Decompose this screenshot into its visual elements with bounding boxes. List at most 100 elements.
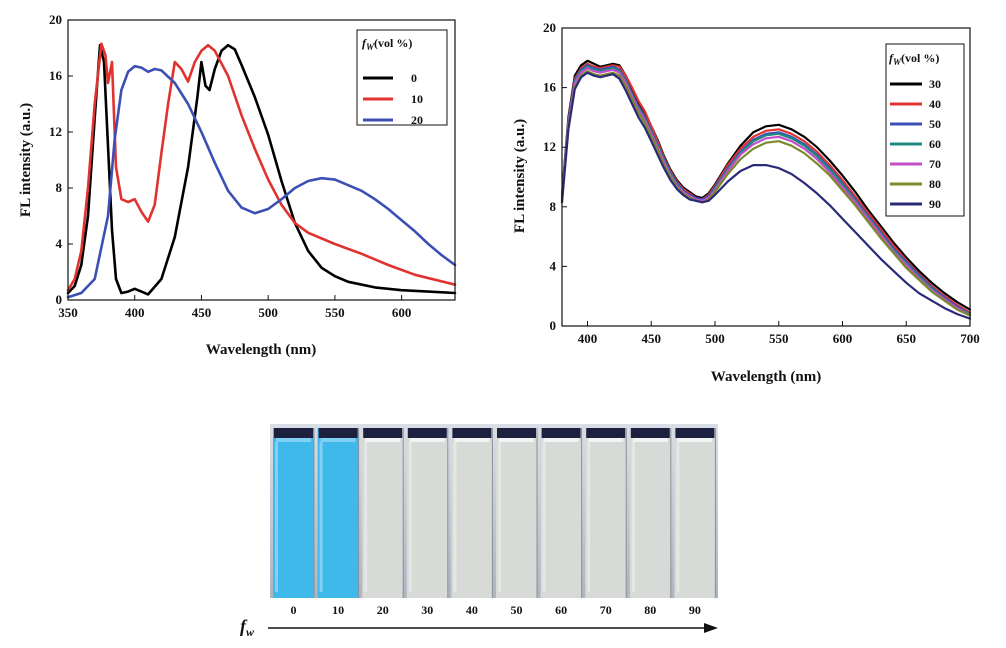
chart-2-frame bbox=[561, 27, 971, 327]
cuvette-meniscus bbox=[409, 438, 445, 442]
chart-1-xtick-label: 500 bbox=[258, 305, 278, 320]
cuvette-meniscus bbox=[320, 438, 356, 442]
chart-2-xtick-label: 550 bbox=[769, 331, 789, 346]
chart-1-xtick-label: 550 bbox=[325, 305, 345, 320]
cuvette-highlight bbox=[542, 442, 546, 592]
chart-1-ytick-label: 8 bbox=[56, 180, 63, 195]
cuvette-cap bbox=[586, 428, 626, 438]
sample-label-60: 60 bbox=[555, 603, 567, 617]
cuvette-cap bbox=[318, 428, 358, 438]
fw-axis-label: fw bbox=[240, 616, 255, 639]
cuvette-body bbox=[451, 428, 493, 598]
chart-1-legend-label-0: 0 bbox=[411, 71, 417, 85]
fw-arrow-head bbox=[704, 623, 718, 633]
chart-2-xtick-label: 400 bbox=[578, 331, 598, 346]
chart-2-xtick-label: 650 bbox=[897, 331, 917, 346]
cuvette-cap bbox=[675, 428, 715, 438]
cuvette-meniscus bbox=[677, 438, 713, 442]
chart-2-ytick-label: 4 bbox=[550, 258, 557, 273]
cuvette-highlight bbox=[319, 442, 323, 592]
chart-2-ytick-label: 8 bbox=[550, 199, 557, 214]
cuvette-cap bbox=[452, 428, 492, 438]
cuvette-highlight bbox=[275, 442, 278, 592]
chart-2-legend-label-80: 80 bbox=[929, 177, 941, 191]
cuvette-body bbox=[540, 428, 582, 598]
chart-2-legend-label-30: 30 bbox=[929, 77, 941, 91]
chart-1-xtick-label: 400 bbox=[125, 305, 145, 320]
chart-2-xtick-label: 500 bbox=[705, 331, 725, 346]
chart-1-legend: fW(vol %) 0 10 20 bbox=[356, 29, 448, 127]
cuvette-highlight bbox=[631, 442, 635, 592]
chart-2: 400 450 500 550 600 650 700 0 4 8 12 16 20 Wavelengt… bbox=[512, 20, 980, 385]
chart-1-ytick-label: 12 bbox=[49, 124, 62, 139]
fw-axis-label-sub: w bbox=[246, 625, 255, 639]
cuvette-cap bbox=[497, 428, 536, 438]
cuvette-body bbox=[406, 428, 448, 598]
chart-1-xtick-label: 600 bbox=[392, 305, 412, 320]
cuvette-body bbox=[496, 428, 537, 598]
cuvette-90 bbox=[674, 428, 716, 598]
chart-1-ticks: 350 400 450 500 550 600 0 4 8 12 16 20 bbox=[49, 12, 411, 320]
cuvette-10 bbox=[317, 428, 360, 598]
cuvette-highlight bbox=[676, 442, 680, 592]
chart-2-ticks: 400 450 500 550 600 650 700 0 4 8 12 16 20 bbox=[543, 20, 980, 346]
cuvette-photo: 0 10 20 30 40 50 60 70 80 90 fw bbox=[240, 424, 718, 639]
chart-2-xtick-label: 450 bbox=[642, 331, 662, 346]
chart-1-ylabel: FL intensity (a.u.) bbox=[18, 103, 34, 217]
cuvette-80 bbox=[629, 428, 672, 598]
chart-2-series-line-70 bbox=[560, 67, 972, 317]
chart-1-series bbox=[66, 42, 457, 299]
chart-1-legend-title-sub: W bbox=[366, 42, 375, 52]
cuvette-50 bbox=[496, 428, 538, 598]
chart-2-ytick-label: 0 bbox=[550, 318, 557, 333]
chart-2-legend-title: fW(vol %) bbox=[889, 51, 939, 67]
cuvette-highlight bbox=[364, 442, 368, 592]
chart-1-legend-title-f: f bbox=[362, 36, 367, 50]
chart-2-ytick-label: 12 bbox=[543, 139, 556, 154]
chart-1-xlabel: Wavelength (nm) bbox=[206, 342, 316, 358]
cuvette-cap bbox=[541, 428, 581, 438]
chart-1-legend-title-suffix: (vol %) bbox=[374, 36, 412, 50]
sample-label-0: 0 bbox=[291, 603, 297, 617]
chart-2-legend-title-sub: W bbox=[893, 57, 902, 67]
chart-2-series-line-30 bbox=[560, 59, 972, 311]
chart-1-xtick-label: 450 bbox=[192, 305, 212, 320]
cuvette-70 bbox=[585, 428, 627, 598]
chart-2-ytick-label: 20 bbox=[543, 20, 556, 35]
chart-2-legend-label-70: 70 bbox=[929, 157, 941, 171]
sample-label-20: 20 bbox=[377, 603, 389, 617]
cuvette-meniscus bbox=[632, 438, 668, 442]
cuvette-30 bbox=[406, 428, 449, 598]
cuvette-meniscus bbox=[454, 438, 490, 442]
cuvette-body bbox=[629, 428, 671, 598]
chart-1-ytick-label: 4 bbox=[56, 236, 63, 251]
sample-label-80: 80 bbox=[644, 603, 656, 617]
chart-1: 350 400 450 500 550 600 0 4 8 12 16 20 Wavelength (… bbox=[18, 12, 457, 358]
cuvette-0 bbox=[273, 428, 315, 598]
chart-2-legend: fW(vol %) 30 40 50 60 70 80 90 bbox=[885, 43, 965, 217]
cuvette-cap bbox=[274, 428, 313, 438]
chart-2-xtick-label: 600 bbox=[833, 331, 853, 346]
chart-2-legend-label-60: 60 bbox=[929, 137, 941, 151]
chart-2-series bbox=[560, 59, 972, 320]
cuvette-body bbox=[273, 428, 314, 598]
cuvette-40 bbox=[451, 428, 493, 598]
chart-1-series-line-0 bbox=[66, 43, 457, 296]
cuvette-meniscus bbox=[499, 438, 534, 442]
sample-label-10: 10 bbox=[332, 603, 344, 617]
cuvette-meniscus bbox=[543, 438, 579, 442]
cuvette-body bbox=[317, 428, 359, 598]
chart-1-legend-title: fW(vol %) bbox=[362, 36, 412, 52]
sample-label-30: 30 bbox=[421, 603, 433, 617]
chart-2-xtick-label: 700 bbox=[960, 331, 980, 346]
cuvette-meniscus bbox=[588, 438, 624, 442]
cuvette-cap bbox=[630, 428, 670, 438]
cuvette-highlight bbox=[408, 442, 412, 592]
chart-2-ytick-label: 16 bbox=[543, 80, 557, 95]
cuvette-body bbox=[674, 428, 716, 598]
cuvette-highlight bbox=[453, 442, 457, 592]
sample-label-90: 90 bbox=[689, 603, 701, 617]
sample-label-50: 50 bbox=[511, 603, 523, 617]
chart-1-ytick-label: 16 bbox=[49, 68, 63, 83]
chart-1-xtick-label: 350 bbox=[58, 305, 78, 320]
